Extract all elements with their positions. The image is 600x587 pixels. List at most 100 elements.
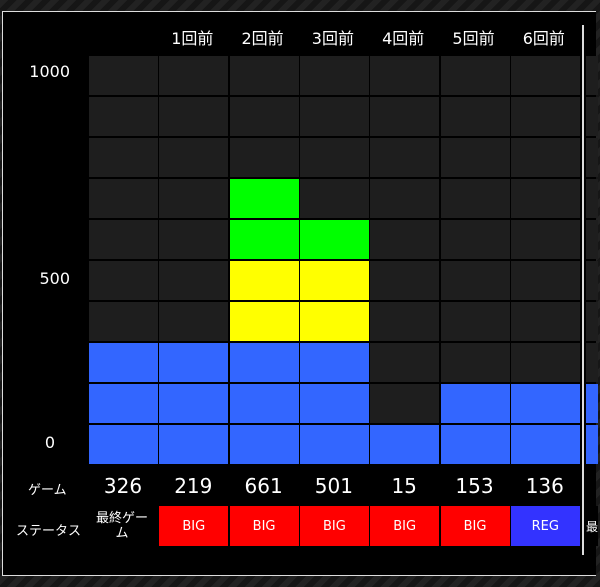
divider-line (582, 25, 584, 555)
empty-cell (370, 219, 440, 259)
empty-cell (586, 342, 598, 382)
empty-cell (586, 137, 598, 177)
status-badge: BIG (299, 506, 369, 546)
bar-cell (299, 301, 369, 341)
empty-cell (370, 178, 440, 218)
empty-cell (89, 178, 158, 218)
empty-cell (229, 96, 299, 136)
bar-cell (229, 342, 299, 382)
empty-cell (510, 260, 580, 300)
column-header: 5回前 (452, 29, 495, 48)
empty-cell (586, 55, 598, 95)
empty-cell (159, 96, 229, 136)
bar-cell (370, 424, 440, 464)
status-badge: BIG (440, 506, 510, 546)
empty-cell (510, 137, 580, 177)
empty-cell (299, 178, 369, 218)
bar-cell (440, 424, 510, 464)
empty-cell (586, 301, 598, 341)
empty-cell (299, 137, 369, 177)
empty-cell (440, 260, 510, 300)
empty-cell (370, 96, 440, 136)
y-tick-500: 500 (39, 269, 70, 288)
bar-cell (229, 301, 299, 341)
bar-cell (159, 342, 229, 382)
bar-cell (229, 383, 299, 423)
game-count: 501 (314, 474, 353, 498)
empty-cell (370, 301, 440, 341)
column-header: 6回前 (522, 29, 565, 48)
empty-cell (89, 55, 158, 95)
status-badge: BIG (370, 506, 440, 546)
bar-cell (440, 383, 510, 423)
bar-cell (159, 383, 229, 423)
empty-cell (586, 219, 598, 259)
empty-cell (370, 137, 440, 177)
empty-cell (159, 55, 229, 95)
empty-cell (89, 260, 158, 300)
bar-cell (299, 260, 369, 300)
bar-cell (299, 342, 369, 382)
game-count: 661 (244, 474, 283, 498)
empty-cell (510, 96, 580, 136)
bar-cell (89, 383, 158, 423)
empty-cell (370, 55, 440, 95)
column-header: 1回前 (171, 29, 214, 48)
empty-cell (510, 219, 580, 259)
empty-cell (229, 137, 299, 177)
game-row-label: ゲーム (28, 483, 67, 498)
empty-cell (440, 219, 510, 259)
empty-cell (299, 96, 369, 136)
column-header: 4回前 (382, 29, 425, 48)
empty-cell (440, 342, 510, 382)
game-count: 136 (525, 474, 564, 498)
empty-cell (586, 260, 598, 300)
empty-cell (510, 55, 580, 95)
bar-cell (299, 424, 369, 464)
game-count: 153 (455, 474, 494, 498)
empty-cell (440, 137, 510, 177)
empty-cell (159, 219, 229, 259)
bar-cell (510, 383, 580, 423)
empty-cell (89, 219, 158, 259)
game-count: 326 (103, 474, 143, 498)
empty-cell (159, 260, 229, 300)
game-count: 15 (391, 474, 417, 498)
empty-cell (440, 55, 510, 95)
bar-cell (299, 219, 369, 259)
status-badge: 最 (586, 506, 598, 546)
bar-cell (89, 424, 158, 464)
game-count: 219 (174, 474, 213, 498)
empty-cell (586, 178, 598, 218)
column-header: 3回前 (311, 29, 354, 48)
status-badge: BIG (159, 506, 229, 546)
empty-cell (510, 342, 580, 382)
bar-cell (586, 383, 598, 423)
empty-cell (89, 301, 158, 341)
bar-cell (229, 260, 299, 300)
empty-cell (89, 96, 158, 136)
empty-cell (370, 383, 440, 423)
y-tick-0: 0 (44, 433, 55, 452)
empty-cell (586, 96, 598, 136)
empty-cell (510, 301, 580, 341)
empty-cell (229, 55, 299, 95)
empty-cell (440, 96, 510, 136)
status-row-label: ステータス (16, 524, 82, 539)
empty-cell (510, 178, 580, 218)
bar-cell (586, 424, 598, 464)
column-header: 2回前 (241, 29, 284, 48)
empty-cell (440, 178, 510, 218)
empty-cell (440, 301, 510, 341)
empty-cell (299, 55, 369, 95)
empty-cell (370, 260, 440, 300)
empty-cell (370, 342, 440, 382)
status-badge: 最終ゲーム (90, 506, 154, 546)
status-badge: BIG (229, 506, 299, 546)
y-tick-1000: 1000 (29, 62, 70, 81)
bar-cell (510, 424, 580, 464)
empty-cell (159, 178, 229, 218)
empty-cell (159, 301, 229, 341)
bar-cell (299, 383, 369, 423)
